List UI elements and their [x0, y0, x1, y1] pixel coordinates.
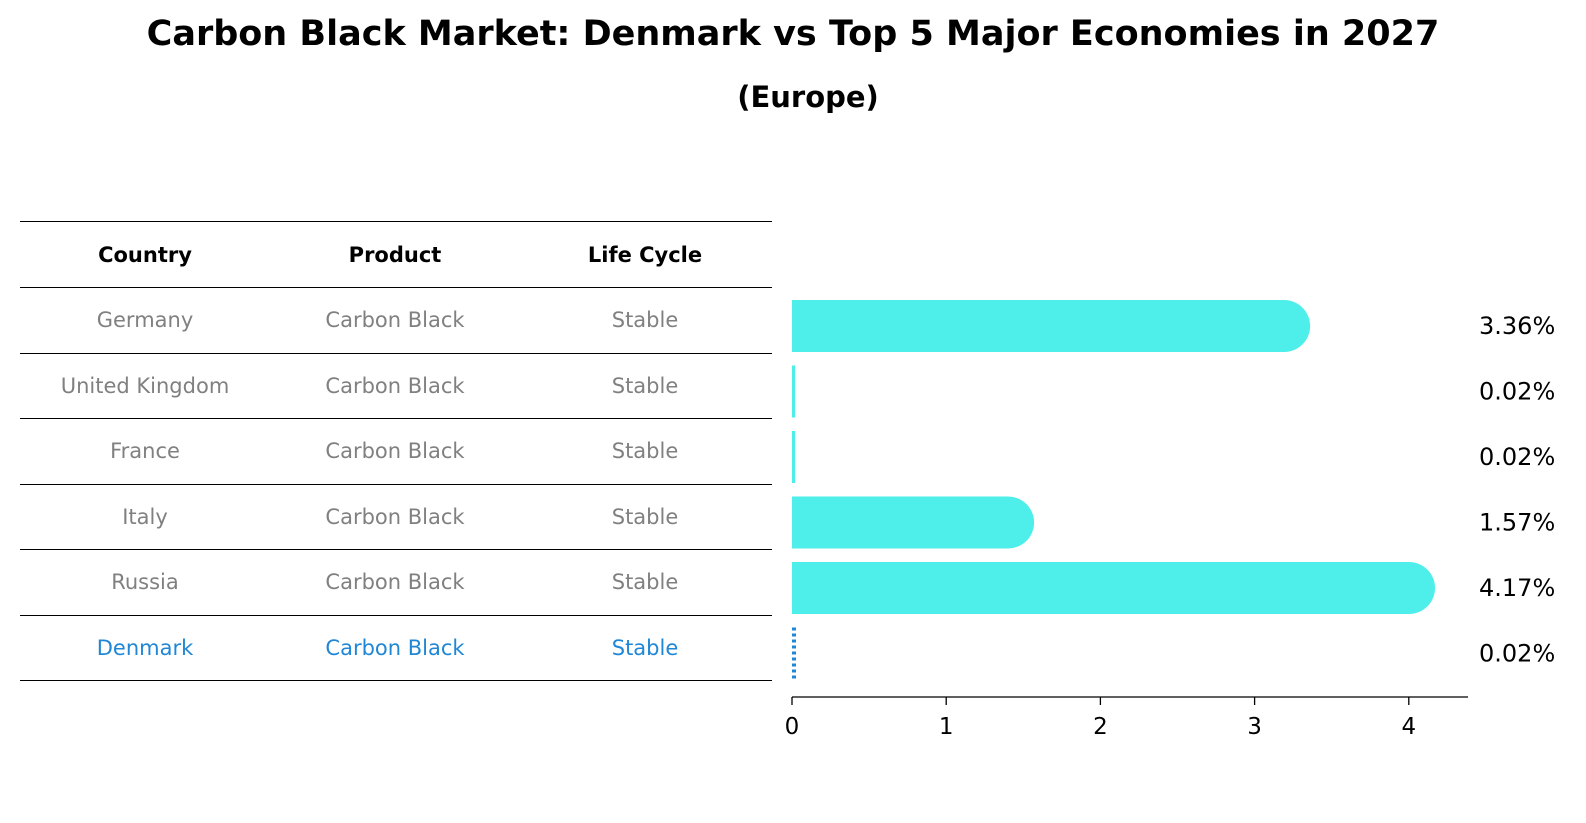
- value-label: 0.02%: [1479, 378, 1555, 406]
- value-label: 1.57%: [1479, 509, 1555, 537]
- product-cell: Carbon Black: [325, 635, 465, 660]
- country-cell: France: [110, 439, 180, 464]
- chart-subtitle: (Europe): [737, 80, 879, 114]
- header-product: Product: [348, 242, 442, 267]
- life-cycle-cell: Stable: [611, 308, 679, 333]
- life-cycle-cell: Stable: [611, 635, 679, 660]
- bar: [792, 496, 1035, 549]
- product-cell: Carbon Black: [325, 439, 465, 464]
- product-cell: Carbon Black: [325, 373, 465, 398]
- country-cell: Russia: [111, 570, 179, 595]
- life-cycle-cell: Stable: [611, 504, 679, 529]
- table-row: United Kingdom Carbon Black Stable: [20, 354, 772, 419]
- bar: [792, 431, 796, 483]
- value-label: 0.02%: [1479, 640, 1555, 668]
- x-tick-label: 1: [939, 714, 954, 740]
- table-row: Russia Carbon Black Stable: [20, 550, 772, 616]
- value-label: 4.17%: [1479, 574, 1555, 602]
- country-cell: Denmark: [96, 635, 194, 660]
- x-tick-label: 0: [785, 714, 800, 740]
- life-cycle-cell: Stable: [611, 570, 679, 595]
- product-cell: Carbon Black: [325, 504, 465, 529]
- country-cell: Germany: [96, 308, 194, 333]
- life-cycle-cell: Stable: [611, 373, 679, 398]
- bar: [792, 562, 1436, 614]
- product-cell: Carbon Black: [325, 308, 465, 333]
- life-cycle-cell: Stable: [611, 439, 679, 464]
- product-cell: Carbon Black: [325, 570, 465, 595]
- table-row-highlight: Denmark Carbon Black Stable: [20, 616, 772, 681]
- value-label: 0.02%: [1479, 443, 1555, 471]
- table-row: Italy Carbon Black Stable: [20, 485, 772, 550]
- chart-title: Carbon Black Market: Denmark vs Top 5 Ma…: [146, 14, 1440, 54]
- header-life-cycle: Life Cycle: [587, 242, 703, 267]
- country-cell: United Kingdom: [60, 373, 230, 398]
- value-label: 3.36%: [1479, 312, 1555, 340]
- x-tick-label: 2: [1093, 714, 1108, 740]
- header-country: Country: [98, 242, 192, 267]
- country-table: Country Product Life Cycle Germany Carbo…: [20, 221, 772, 681]
- country-cell: Italy: [122, 504, 168, 529]
- bar: [792, 300, 1311, 352]
- table-header-row: Country Product Life Cycle: [20, 221, 772, 288]
- bar: [792, 365, 796, 418]
- table-row: Germany Carbon Black Stable: [20, 288, 772, 354]
- table-row: France Carbon Black Stable: [20, 419, 772, 485]
- x-tick-label: 4: [1401, 714, 1416, 740]
- x-tick-label: 3: [1247, 714, 1262, 740]
